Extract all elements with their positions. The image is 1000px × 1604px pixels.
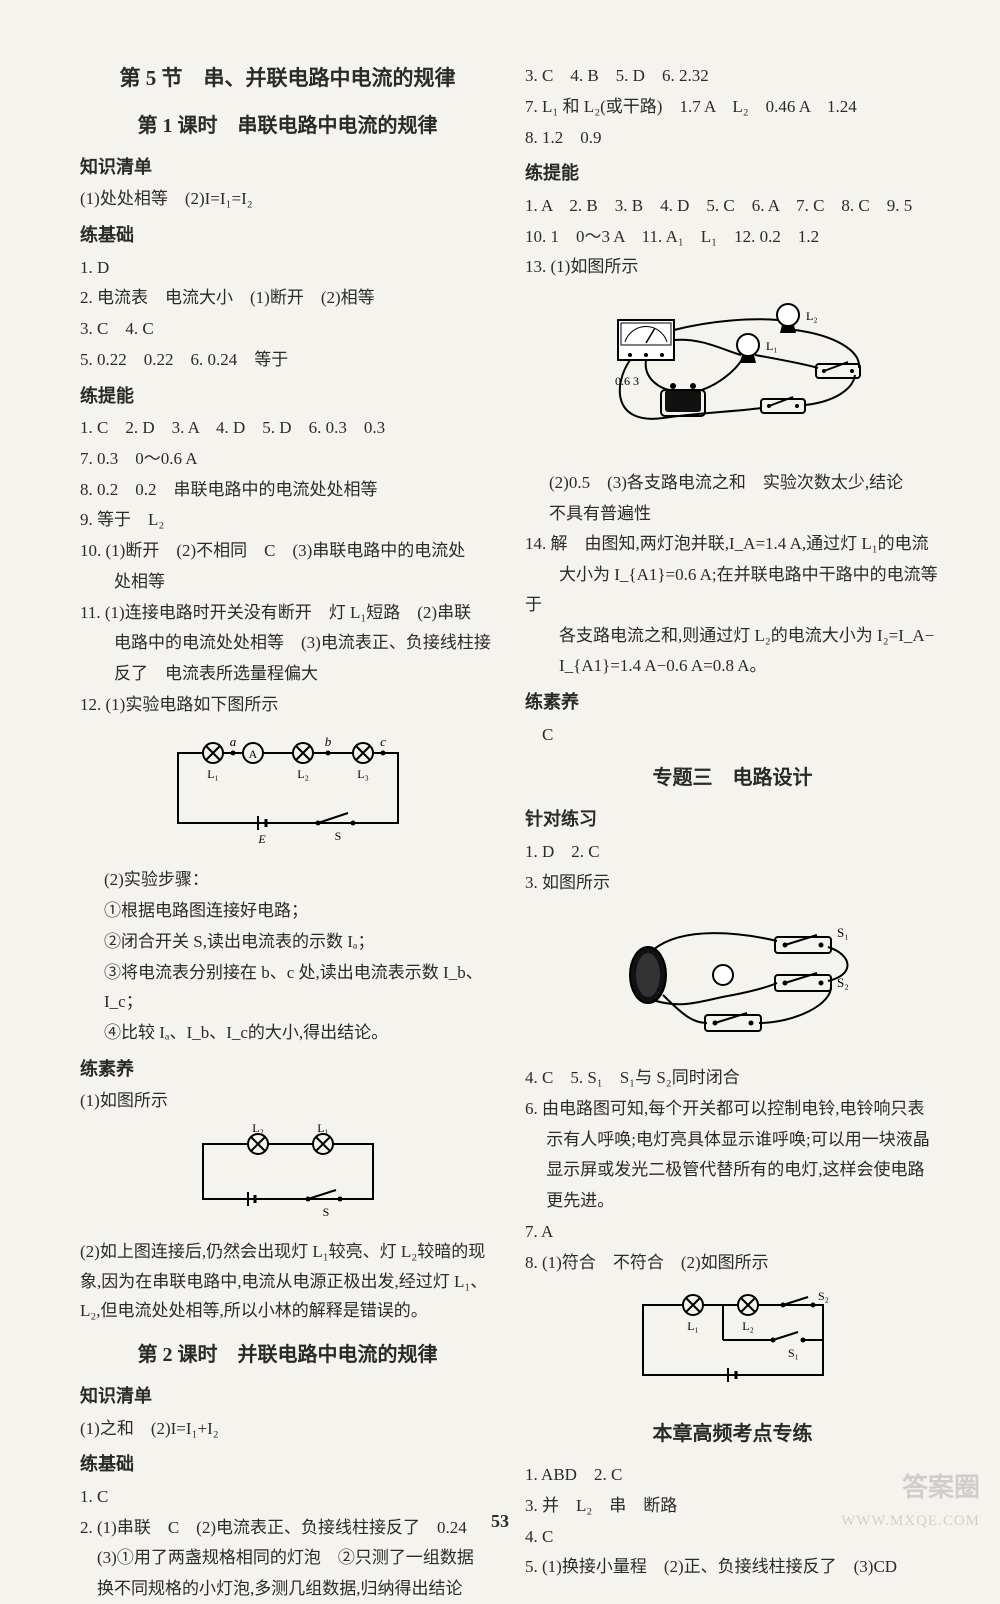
right-column: 3. C 4. B 5. D 6. 2.32 7. L₁ 和 L₂(或干路) 1… (525, 60, 940, 1480)
label-zhishiqingdan: 知识清单 (80, 152, 495, 184)
r-ltn: 13. (1)如图所示 (525, 252, 940, 282)
label-L1: L₁ (766, 339, 778, 353)
r-ltn: 1. A 2. B 3. B 4. D 5. C 6. A 7. C 8. C … (525, 191, 940, 221)
lsy-ans: C (525, 720, 940, 750)
r-top: 3. C 4. B 5. D 6. 2.32 (525, 61, 940, 91)
l2-zsqd-line: (1)之和 (2)I=I₁+I₂ (80, 1414, 495, 1444)
ltn-item: 10. (1)断开 (2)不相同 C (3)串联电路中的电流处 (80, 536, 495, 566)
watermark-text: 答案圈 (902, 1467, 980, 1504)
ltn-item: 11. (1)连接电路时开关没有断开 灯 L₁短路 (2)串联 (80, 598, 495, 628)
after3: 7. A (525, 1217, 940, 1247)
section-title: 第 5 节 串、并联电路中电流的规律 (80, 60, 495, 97)
label-zhishiqingdan-2: 知识清单 (80, 1381, 495, 1413)
label-liantineng: 练提能 (80, 381, 495, 413)
after3: 示有人呼唤;电灯亮具体显示谁呼唤;可以用一块液晶 (525, 1125, 940, 1155)
q14: 大小为 I_{A1}=0.6 A;在并联电路中干路中的电流等于 (525, 560, 940, 620)
label-L1: L₁ (207, 767, 219, 781)
label-E: E (257, 832, 266, 846)
label-S1: S₁ (837, 925, 849, 940)
chapter-line: 5. (1)换接小量程 (2)正、负接线柱接反了 (3)CD (525, 1552, 940, 1582)
ltn-item: 处相等 (80, 567, 495, 597)
zsqd-line: (1)处处相等 (2)I=I₁=I₂ (80, 184, 495, 214)
label-b: b (324, 734, 331, 749)
label-L1: L₁ (317, 1124, 329, 1135)
label-a: a (229, 734, 236, 749)
label-c: c (380, 734, 386, 749)
after3: 显示屏或发光二极管代替所有的电灯,这样会使电路 (525, 1155, 940, 1185)
lsy-line: (1)如图所示 (80, 1086, 495, 1116)
label-lianjichu-2: 练基础 (80, 1449, 495, 1481)
ltn-item: 12. (1)实验电路如下图所示 (80, 690, 495, 720)
label-S: S (334, 829, 341, 843)
lsy-paragraph: (2)如上图连接后,仍然会出现灯 L₁较亮、灯 L₂较暗的现象,因为在串联电路中… (80, 1237, 495, 1326)
l2-ljc-item: 换不同规格的小灯泡,多测几组数据,归纳得出结论 (80, 1574, 495, 1604)
ljc-item: 3. C 4. C (80, 314, 495, 344)
label-L1: L₁ (687, 1319, 699, 1333)
label-L3: L₃ (357, 767, 369, 781)
label-S: S (322, 1205, 329, 1219)
label-S2: S₂ (818, 1289, 829, 1303)
after3: 更先进。 (525, 1186, 940, 1216)
q14: I_{A1}=1.4 A−0.6 A=0.8 A。 (525, 651, 940, 681)
step-item: ②闭合开关 S,读出电流表的示数 Iₐ； (80, 927, 495, 957)
ltn-item: 电路中的电流处处相等 (3)电流表正、负接线柱接 (80, 628, 495, 658)
ltn-item: 7. 0.3 0～0.6 A (80, 444, 495, 474)
lesson1-title: 第 1 课时 串联电路中电流的规律 (80, 109, 495, 144)
figure-3-circuit: S₁ S₂ (525, 905, 940, 1055)
step-item: ④比较 Iₐ、I_b、I_c的大小,得出结论。 (80, 1018, 495, 1048)
lesson2-title: 第 2 课时 并联电路中电流的规律 (80, 1338, 495, 1373)
figure-12-circuit: A a b c L₁ L₂ L₃ (80, 728, 495, 858)
step-item: ①根据电路图连接好电路； (80, 896, 495, 926)
chapter-line: 1. ABD 2. C (525, 1460, 940, 1490)
ltn-item: 1. C 2. D 3. A 4. D 5. D 6. 0.3 0.3 (80, 413, 495, 443)
ltn-item: 反了 电流表所选量程偏大 (80, 659, 495, 689)
figure-8-circuit: L₁ L₂ S₂ S₁ (525, 1285, 940, 1405)
steps-head: (2)实验步骤： (80, 865, 495, 895)
after3: 6. 由电路图可知,每个开关都可以控制电铃,电铃响只表 (525, 1094, 940, 1124)
figure-lsy-circuit: L₂ L₁ S (80, 1124, 495, 1229)
label-S1: S₁ (788, 1346, 799, 1360)
q14: 各支路电流之和,则通过灯 L₂的电流大小为 I₂=I_A− (525, 621, 940, 651)
r-ltn: 10. 1 0～3 A 11. A₁ L₁ 12. 0.2 1.2 (525, 222, 940, 252)
r-top: 8. 1.2 0.9 (525, 123, 940, 153)
l2-ljc-item: (3)①用了两盏规格相同的灯泡 ②只测了一组数据 (80, 1543, 495, 1573)
chapter-practice-title: 本章高频考点专练 (525, 1417, 940, 1452)
after13: (2)0.5 (3)各支路电流之和 实验次数太少,结论 (525, 468, 940, 498)
ltn-item: 8. 0.2 0.2 串联电路中的电流处处相等 (80, 475, 495, 505)
label-L2: L₂ (252, 1124, 264, 1135)
q14: 14. 解 由图知,两灯泡并联,I_A=1.4 A,通过灯 L₁的电流 (525, 529, 940, 559)
ljc-item: 5. 0.22 0.22 6. 0.24 等于 (80, 345, 495, 375)
step-item: ③将电流表分别接在 b、c 处,读出电流表示数 I_b、I_c； (80, 958, 495, 1018)
label-L2: L₂ (297, 767, 309, 781)
ltn-item: 9. 等于 L₂ (80, 505, 495, 535)
meter-scale: 0.6 3 (615, 374, 639, 388)
figure-13-circuit: 0.6 3 L₁ L₂ (525, 290, 940, 460)
after3: 4. C 5. S₁ S₁与 S₂同时闭合 (525, 1063, 940, 1093)
l2-ljc-item: 1. C (80, 1482, 495, 1512)
after13: 不具有普遍性 (525, 499, 940, 529)
label-L2: L₂ (742, 1319, 754, 1333)
zdlx: 3. 如图所示 (525, 868, 940, 898)
left-column: 第 5 节 串、并联电路中电流的规律 第 1 课时 串联电路中电流的规律 知识清… (80, 60, 495, 1480)
after3: 8. (1)符合 不符合 (2)如图所示 (525, 1248, 940, 1278)
topic3-title: 专题三 电路设计 (525, 761, 940, 796)
zdlx: 1. D 2. C (525, 837, 940, 867)
label-liansuyang: 练素养 (80, 1054, 495, 1086)
ljc-item: 2. 电流表 电流大小 (1)断开 (2)相等 (80, 283, 495, 313)
label-liantineng-r: 练提能 (525, 158, 940, 190)
label-liansuyang-r: 练素养 (525, 687, 940, 719)
watermark-url: WWW.MXQE.COM (841, 1513, 980, 1530)
ammeter-label: A (248, 747, 257, 761)
ljc-item: 1. D (80, 253, 495, 283)
r-top: 7. L₁ 和 L₂(或干路) 1.7 A L₂ 0.46 A 1.24 (525, 92, 940, 122)
label-zhenduilianxi: 针对练习 (525, 804, 940, 836)
label-lianjichu: 练基础 (80, 220, 495, 252)
label-L2: L₂ (806, 309, 818, 323)
